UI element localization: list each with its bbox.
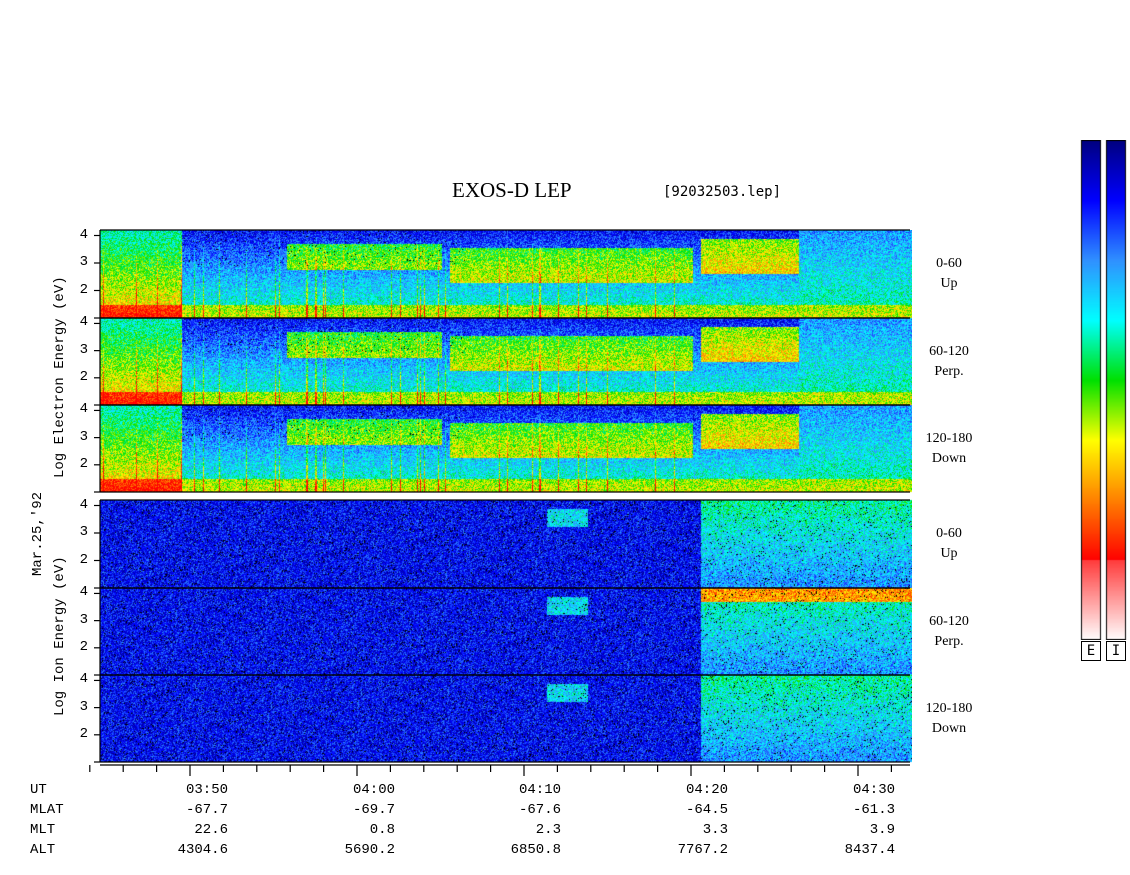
pitch-direction: Down	[931, 720, 967, 736]
tick-value-mlat: -64.5	[685, 802, 728, 818]
row-label-mlt: MLT	[30, 822, 56, 838]
tick-value-mlt: 22.6	[194, 822, 228, 838]
pitch-range: 120-180	[925, 700, 973, 716]
pitch-angle-label: 120-180 Down	[909, 699, 989, 739]
tick-value-ut: 04:00	[352, 782, 395, 798]
tick-value-ut: 04:30	[852, 782, 895, 798]
colorbar-ion	[1105, 140, 1127, 640]
tick-value-alt: 6850.8	[510, 842, 561, 858]
colorbar-label-i: I	[1106, 641, 1126, 661]
tick-value-mlat: -67.6	[518, 802, 561, 818]
y-tick-label: 3	[79, 524, 88, 540]
tick-value-alt: 5690.2	[344, 842, 395, 858]
ion-axis-label: Log Ion Energy (eV)	[52, 556, 68, 716]
pitch-range: 120-180	[925, 430, 973, 446]
colorbar-label-e: E	[1081, 641, 1101, 661]
chart-title: EXOS-D LEP	[452, 178, 572, 202]
y-tick-label: 3	[79, 611, 88, 628]
y-tick-label: 4	[79, 226, 88, 243]
y-tick-label: 2	[79, 281, 88, 298]
y-tick-label: 2	[79, 551, 88, 568]
tick-value-mlat: -61.3	[852, 802, 895, 818]
pitch-direction: Perp.	[934, 363, 964, 379]
pitch-range: 0-60	[936, 256, 962, 271]
y-tick-label: 2	[79, 725, 88, 742]
tick-value-mlt: 3.9	[869, 822, 895, 838]
y-tick-label: 2	[79, 638, 88, 655]
tick-value-alt: 4304.6	[177, 842, 228, 858]
date-label: Mar.25,'92	[30, 491, 46, 576]
y-tick-label: 4	[79, 401, 88, 418]
tick-value-mlt: 3.3	[702, 822, 728, 838]
y-tick-label: 3	[79, 341, 88, 358]
pitch-direction: Perp.	[934, 633, 964, 649]
colorbar-electron	[1080, 140, 1102, 640]
pitch-angle-label: 60-120 Perp.	[909, 612, 989, 652]
pitch-direction: Up	[940, 546, 958, 561]
pitch-angle-label: 0-60 Up	[909, 254, 989, 294]
tick-value-mlat: -69.7	[352, 802, 395, 818]
row-label-alt: ALT	[30, 842, 56, 858]
y-tick-label: 3	[79, 698, 88, 715]
pitch-angle-label: 0-60 Up	[909, 524, 989, 564]
pitch-angle-label: 120-180 Down	[909, 429, 989, 469]
tick-value-ut: 04:10	[518, 782, 561, 798]
y-tick-label: 3	[79, 428, 88, 445]
pitch-angle-label: 60-120 Perp.	[909, 342, 989, 382]
y-tick-label: 2	[79, 368, 88, 385]
y-tick-label: 3	[79, 254, 88, 270]
y-tick-label: 4	[79, 496, 88, 513]
tick-value-alt: 7767.2	[677, 842, 728, 858]
pitch-range: 0-60	[936, 526, 962, 541]
tick-value-mlat: -67.7	[185, 802, 228, 818]
tick-value-ut: 03:50	[185, 782, 228, 798]
row-label-mlat: MLAT	[30, 802, 64, 818]
pitch-range: 60-120	[929, 343, 969, 359]
y-tick-label: 2	[79, 455, 88, 472]
pitch-direction: Up	[940, 276, 958, 291]
tick-value-alt: 8437.4	[844, 842, 895, 858]
y-tick-label: 4	[79, 314, 88, 331]
tick-value-mlt: 2.3	[535, 822, 561, 838]
row-label-ut: UT	[30, 782, 47, 798]
pitch-direction: Down	[931, 450, 967, 466]
y-tick-label: 4	[79, 584, 88, 601]
tick-value-ut: 04:20	[685, 782, 728, 798]
y-tick-label: 4	[79, 671, 88, 688]
tick-value-mlt: 0.8	[369, 822, 395, 838]
pitch-range: 60-120	[929, 613, 969, 629]
file-name: [92032503.lep]	[663, 184, 782, 200]
